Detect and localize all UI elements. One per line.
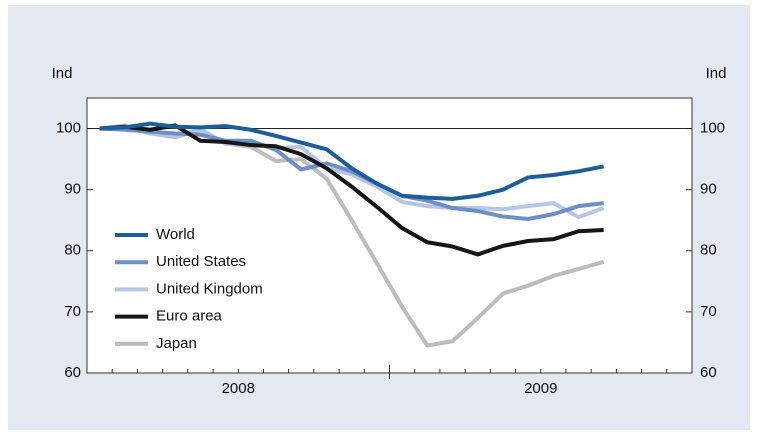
legend-label: Japan — [156, 335, 197, 352]
x-tick-label: 2009 — [524, 380, 557, 397]
y2-tick-label: 70 — [700, 303, 717, 320]
y2-tick-label: 100 — [700, 120, 725, 137]
y2-tick-label: 80 — [700, 242, 717, 259]
legend-label: World — [156, 226, 195, 243]
y-tick-label: 80 — [64, 242, 81, 259]
series-line — [99, 126, 604, 221]
y2-axis-label: Ind — [706, 65, 727, 82]
y-tick-label: 60 — [64, 364, 81, 381]
series-line — [99, 123, 604, 257]
y-axis-label: Ind — [52, 65, 73, 82]
y-tick-label: 100 — [56, 120, 81, 137]
legend-label: United States — [156, 253, 246, 270]
y2-tick-label: 60 — [700, 364, 717, 381]
x-tick-label: 2008 — [222, 380, 255, 397]
y-tick-label: 70 — [64, 303, 81, 320]
y-tick-label: 90 — [64, 181, 81, 198]
y2-tick-label: 90 — [700, 181, 717, 198]
legend-label: United Kingdom — [156, 280, 263, 297]
legend-label: Euro area — [156, 308, 223, 325]
series-line — [99, 121, 605, 201]
plot-area — [86, 97, 693, 374]
